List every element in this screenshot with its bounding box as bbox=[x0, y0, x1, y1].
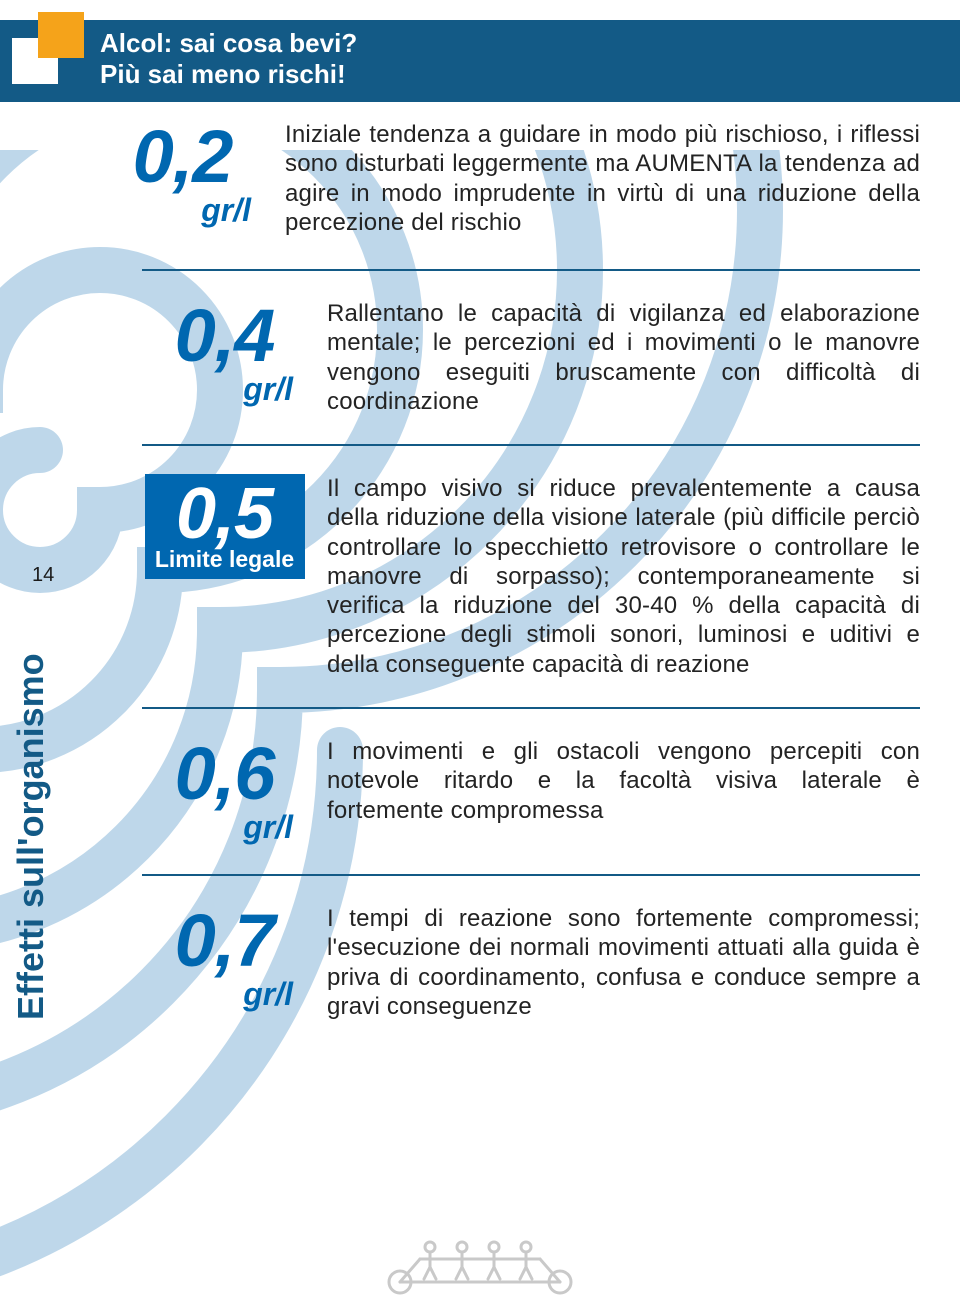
entry-item: 0,4 gr/l Rallentano le capacità di vigil… bbox=[142, 269, 920, 444]
entry-value-block: 0,4 gr/l bbox=[142, 299, 307, 408]
legal-caption: Limite legale bbox=[155, 546, 294, 573]
tandem-bike-icon bbox=[380, 1237, 580, 1297]
legal-limit-box: 0,5 Limite legale bbox=[145, 474, 305, 579]
entry-value: 0,4 bbox=[175, 299, 275, 373]
page-number: 14 bbox=[32, 564, 54, 587]
entry-description: I movimenti e gli ostacoli vengono perce… bbox=[327, 737, 920, 825]
chapter-label: Effetti sull'organismo bbox=[10, 653, 52, 1020]
entry-description: Il campo visivo si riduce prevalentement… bbox=[327, 474, 920, 679]
entry-value: 0,6 bbox=[175, 737, 275, 811]
entry-value: 0,7 bbox=[175, 904, 275, 978]
header-title: Alcol: sai cosa bevi? Più sai meno risch… bbox=[100, 28, 357, 90]
entries-list: 0,2 gr/l Iniziale tendenza a guidare in … bbox=[100, 120, 920, 1049]
entry-value-block: 0,2 gr/l bbox=[100, 120, 265, 229]
header-line1: Alcol: sai cosa bevi? bbox=[100, 28, 357, 59]
entry-item: 0,6 gr/l I movimenti e gli ostacoli veng… bbox=[142, 707, 920, 874]
header-tab-orange bbox=[38, 12, 84, 58]
entry-value: 0,2 bbox=[133, 120, 233, 194]
page: Alcol: sai cosa bevi? Più sai meno risch… bbox=[0, 0, 960, 1309]
entry-item: 0,7 gr/l I tempi di reazione sono fortem… bbox=[142, 874, 920, 1049]
header-line2: Più sai meno rischi! bbox=[100, 59, 357, 90]
entry-unit: gr/l bbox=[243, 976, 293, 1013]
entry-unit: gr/l bbox=[243, 809, 293, 846]
entry-description: Iniziale tendenza a guidare in modo più … bbox=[285, 120, 920, 237]
entry-item: 0,5 Limite legale Il campo visivo si rid… bbox=[142, 444, 920, 707]
entry-description: I tempi di reazione sono fortemente comp… bbox=[327, 904, 920, 1021]
entry-unit: gr/l bbox=[201, 192, 251, 229]
entry-value-block: 0,6 gr/l bbox=[142, 737, 307, 846]
entry-value-block: 0,7 gr/l bbox=[142, 904, 307, 1013]
entry-value-block: 0,5 Limite legale bbox=[142, 474, 307, 579]
entry-unit: gr/l bbox=[243, 371, 293, 408]
entry-value: 0,5 bbox=[176, 478, 273, 550]
entry-description: Rallentano le capacità di vigilanza ed e… bbox=[327, 299, 920, 416]
entry-item: 0,2 gr/l Iniziale tendenza a guidare in … bbox=[100, 120, 920, 269]
